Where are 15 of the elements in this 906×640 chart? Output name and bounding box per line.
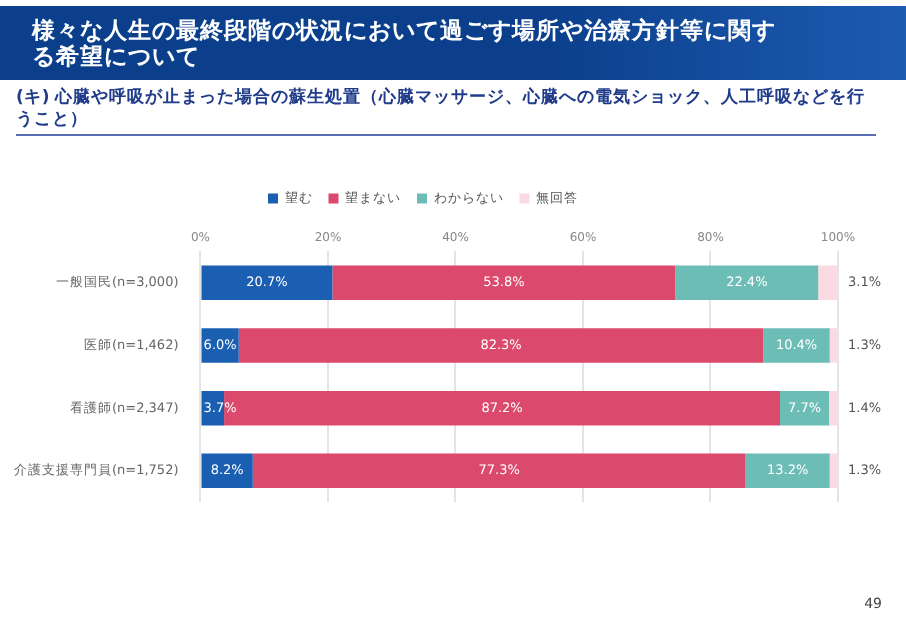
bar xyxy=(675,265,819,300)
bar xyxy=(779,390,830,426)
bar xyxy=(252,453,746,489)
bar xyxy=(201,453,253,489)
bar xyxy=(829,453,838,489)
bar xyxy=(829,328,838,363)
bar xyxy=(201,265,333,300)
chart-subtitle: (キ) 心臓や呼吸が止まった場合の蘇生処置（心臓マッサージ、心臓への電気ショック、人工呼吸などを行うこと） xyxy=(16,88,876,136)
bar xyxy=(818,265,838,300)
bar xyxy=(745,453,830,489)
bar xyxy=(332,265,676,300)
bar xyxy=(829,390,838,426)
bar xyxy=(238,328,764,363)
chart-title: 様々な人生の最終段階の状況において過ごす場所や治療方針等に関する希望について xyxy=(32,16,778,70)
bar xyxy=(763,328,830,363)
